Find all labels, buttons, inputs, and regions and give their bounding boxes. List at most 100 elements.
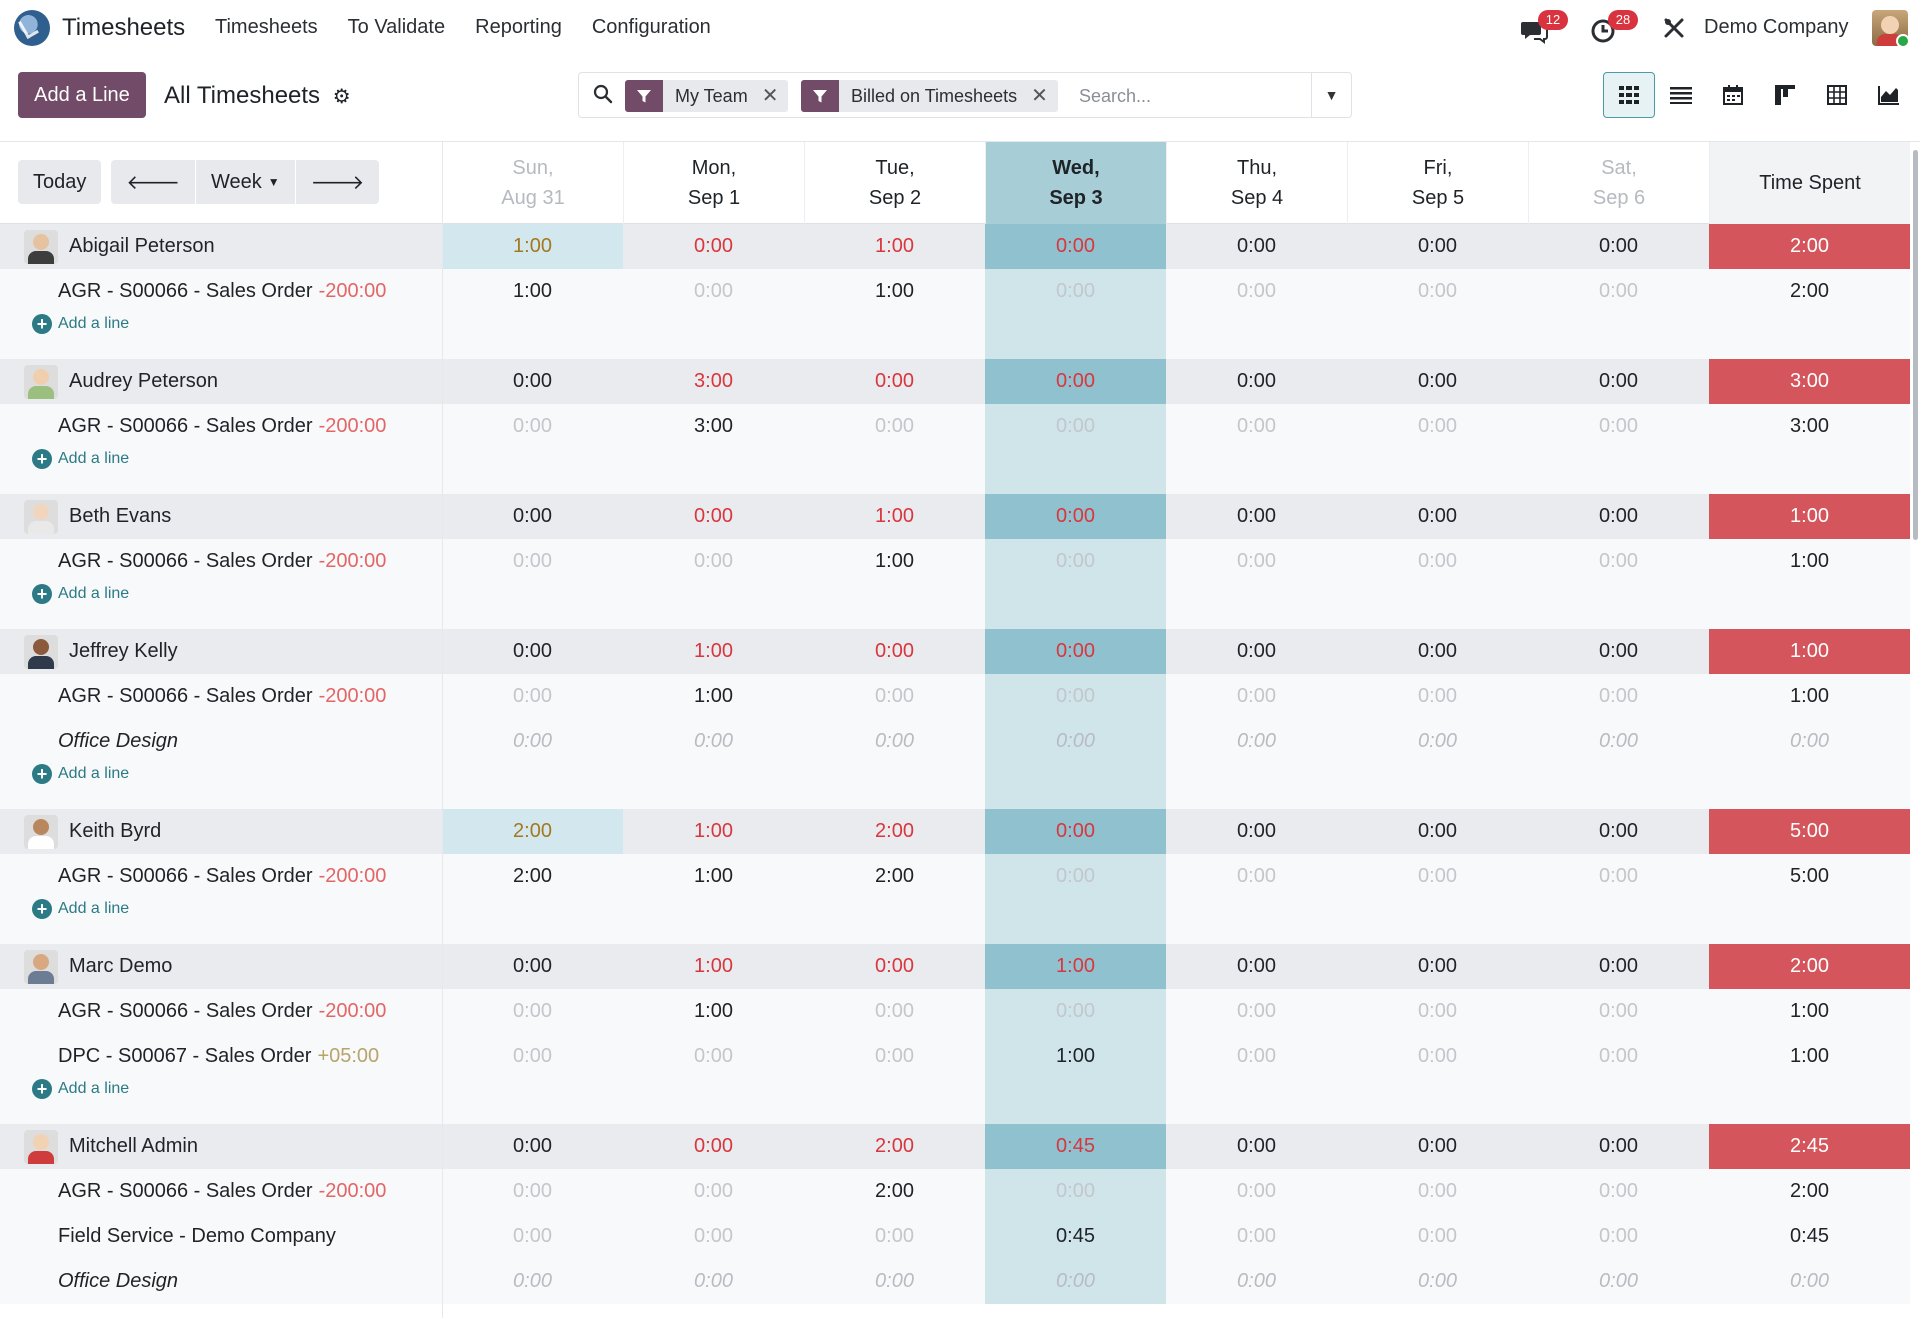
tools-button[interactable]: [1662, 16, 1688, 42]
day-cell[interactable]: 0:00: [1599, 865, 1638, 887]
menu-timesheets[interactable]: Timesheets: [215, 16, 318, 38]
day-cell[interactable]: 1:00: [875, 550, 914, 572]
day-cell[interactable]: 0:00: [985, 404, 1166, 449]
day-cell[interactable]: 0:00: [985, 1169, 1166, 1214]
day-cell[interactable]: 0:00: [1237, 865, 1276, 887]
day-cell[interactable]: 0:00: [985, 494, 1166, 539]
day-cell[interactable]: 0:00: [985, 989, 1166, 1034]
day-cell[interactable]: 0:00: [1237, 1180, 1276, 1202]
day-cell[interactable]: 0:00: [1599, 415, 1638, 437]
day-cell[interactable]: 0:00: [875, 955, 914, 977]
menu-reporting[interactable]: Reporting: [475, 16, 562, 38]
day-cell[interactable]: 1:00: [694, 640, 733, 662]
add-a-line-link[interactable]: + Add a line: [32, 449, 129, 469]
day-cell[interactable]: 0:00: [694, 235, 733, 257]
day-cell[interactable]: 0:00: [1599, 1000, 1638, 1022]
employee-label[interactable]: Abigail Peterson: [0, 224, 442, 269]
day-cell[interactable]: 0:00: [1418, 505, 1457, 527]
day-cell[interactable]: 1:00: [875, 235, 914, 257]
task-label[interactable]: AGR - S00066 - Sales Order -200:00: [0, 674, 442, 719]
day-cell[interactable]: 1:00: [875, 505, 914, 527]
remove-facet-icon[interactable]: ✕: [759, 80, 789, 112]
company-switcher[interactable]: Demo Company: [1704, 16, 1849, 38]
day-cell[interactable]: 3:00: [694, 370, 733, 392]
day-cell[interactable]: 0:00: [1599, 820, 1638, 842]
day-cell[interactable]: 0:00: [1599, 1045, 1638, 1067]
day-cell[interactable]: 0:00: [875, 1225, 914, 1247]
task-label[interactable]: Office Design: [0, 719, 442, 764]
day-cell[interactable]: 0:00: [694, 505, 733, 527]
calendar-view-button[interactable]: [1707, 72, 1759, 118]
day-cell[interactable]: 1:00: [694, 955, 733, 977]
day-cell[interactable]: 0:00: [875, 415, 914, 437]
employee-label[interactable]: Keith Byrd: [0, 809, 442, 854]
day-cell[interactable]: 0:00: [513, 1225, 552, 1247]
gear-icon[interactable]: ⚙: [332, 86, 351, 108]
day-cell[interactable]: 1:00: [694, 685, 733, 707]
day-cell[interactable]: 0:00: [1418, 640, 1457, 662]
day-cell[interactable]: 0:00: [694, 730, 733, 752]
day-cell[interactable]: 0:00: [1418, 1000, 1457, 1022]
day-cell[interactable]: 0:45: [985, 1124, 1166, 1169]
day-cell[interactable]: 0:00: [1237, 955, 1276, 977]
activities-button[interactable]: [1590, 14, 1630, 44]
day-cell[interactable]: 0:00: [1418, 1180, 1457, 1202]
day-cell[interactable]: 0:00: [985, 539, 1166, 584]
day-cell[interactable]: 0:00: [513, 685, 552, 707]
day-cell[interactable]: 0:00: [985, 854, 1166, 899]
day-cell[interactable]: 0:00: [1418, 685, 1457, 707]
day-cell[interactable]: 0:00: [1599, 1180, 1638, 1202]
day-cell[interactable]: 0:00: [875, 1270, 914, 1292]
day-cell[interactable]: 0:00: [875, 1045, 914, 1067]
day-cell[interactable]: 0:00: [985, 269, 1166, 314]
task-label[interactable]: Office Design: [0, 1259, 442, 1304]
day-cell[interactable]: 0:00: [1418, 1270, 1457, 1292]
day-cell[interactable]: 0:00: [875, 370, 914, 392]
day-cell[interactable]: 0:00: [1418, 865, 1457, 887]
day-cell[interactable]: 0:00: [985, 1259, 1166, 1304]
kanban-view-button[interactable]: [1759, 72, 1811, 118]
previous-week-button[interactable]: 🡐: [111, 160, 196, 204]
day-cell[interactable]: 0:00: [513, 730, 552, 752]
add-a-line-link[interactable]: + Add a line: [32, 584, 129, 604]
day-cell[interactable]: 0:00: [1237, 820, 1276, 842]
day-cell[interactable]: 0:00: [1418, 280, 1457, 302]
search-options-toggle[interactable]: ▼: [1311, 73, 1351, 117]
day-cell[interactable]: 0:00: [1237, 370, 1276, 392]
vertical-scrollbar[interactable]: [1910, 142, 1920, 1318]
day-cell[interactable]: 0:00: [1237, 1000, 1276, 1022]
day-cell[interactable]: 0:00: [1599, 685, 1638, 707]
day-cell[interactable]: 0:00: [513, 640, 552, 662]
day-cell[interactable]: 0:00: [1418, 1135, 1457, 1157]
day-cell[interactable]: 0:00: [513, 415, 552, 437]
day-cell[interactable]: 0:00: [1237, 1270, 1276, 1292]
graph-view-button[interactable]: [1863, 72, 1915, 118]
day-cell[interactable]: 1:00: [694, 1000, 733, 1022]
day-cell[interactable]: 0:00: [694, 280, 733, 302]
day-cell[interactable]: 0:00: [1237, 1135, 1276, 1157]
day-cell[interactable]: 0:00: [1237, 685, 1276, 707]
day-cell[interactable]: 0:00: [875, 685, 914, 707]
task-label[interactable]: AGR - S00066 - Sales Order -200:00: [0, 269, 442, 314]
day-cell[interactable]: 0:00: [985, 359, 1166, 404]
task-label[interactable]: AGR - S00066 - Sales Order -200:00: [0, 989, 442, 1034]
scrollbar-thumb[interactable]: [1913, 150, 1918, 540]
day-cell[interactable]: 0:00: [1599, 280, 1638, 302]
day-cell[interactable]: 0:00: [513, 1270, 552, 1292]
search-icon[interactable]: [593, 84, 613, 104]
day-cell[interactable]: 0:00: [1418, 1225, 1457, 1247]
day-cell[interactable]: 0:00: [1418, 550, 1457, 572]
add-a-line-link[interactable]: + Add a line: [32, 899, 129, 919]
list-view-button[interactable]: [1655, 72, 1707, 118]
day-cell[interactable]: 0:00: [1599, 235, 1638, 257]
day-cell[interactable]: 2:00: [513, 865, 552, 887]
day-cell[interactable]: 0:00: [513, 1135, 552, 1157]
app-name[interactable]: Timesheets: [62, 14, 186, 41]
day-cell[interactable]: 1:00: [985, 1034, 1166, 1079]
day-cell[interactable]: 0:00: [985, 674, 1166, 719]
day-cell[interactable]: 0:00: [1237, 505, 1276, 527]
day-cell[interactable]: 0:00: [1418, 1045, 1457, 1067]
day-cell[interactable]: 0:00: [1237, 640, 1276, 662]
day-cell[interactable]: 0:00: [1237, 550, 1276, 572]
pivot-view-button[interactable]: [1811, 72, 1863, 118]
